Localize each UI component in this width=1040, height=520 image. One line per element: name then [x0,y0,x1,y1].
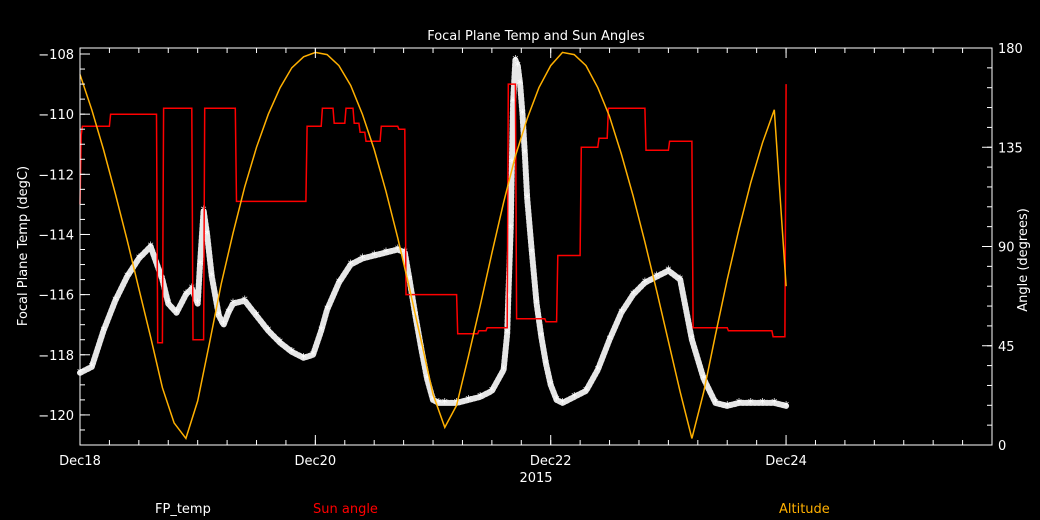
legend-altitude: Altitude [779,502,830,517]
axes-layer: Dec18 Dec20 Dec22 Dec24 −108 −110 −112 −114 −116… [38,42,1023,469]
chart-title: Focal Plane Temp and Sun Angles [427,29,645,44]
y-tick-label-left: −114 [38,228,74,243]
y-tick-label-right: 45 [998,340,1015,355]
x-tick-label: Dec18 [59,454,101,469]
x-tick-label: Dec22 [530,454,572,469]
legend-fp-temp: FP_temp [155,502,211,517]
legend-sun-angle: Sun angle [313,502,378,517]
series-layer: * ********** ********** ***** * ***** * * * * ****… [77,51,790,441]
altitude-line [79,51,787,441]
y-tick-label-right: 90 [998,241,1015,256]
y-tick-label-left: −108 [38,48,74,63]
fp-temp-line [77,57,790,409]
y-tick-label-left: −118 [38,349,74,364]
y-axis-label-left: Focal Plane Temp (degC) [16,166,31,326]
y-axis-label-right: Angle (degrees) [1016,208,1031,312]
y-tick-label-right: 180 [998,42,1023,57]
x-tick-label: Dec20 [295,454,337,469]
y-tick-label-left: −120 [38,409,74,424]
sun-angle-line [79,83,787,344]
x-tick-label: Dec24 [765,454,807,469]
y-tick-label-right: 135 [998,141,1023,156]
y-tick-label-left: −116 [38,289,74,304]
y-tick-label-right: 0 [998,439,1006,454]
x-axis-label: 2015 [519,471,552,486]
y-tick-label-left: −110 [38,108,74,123]
y-tick-label-left: −112 [38,168,74,183]
